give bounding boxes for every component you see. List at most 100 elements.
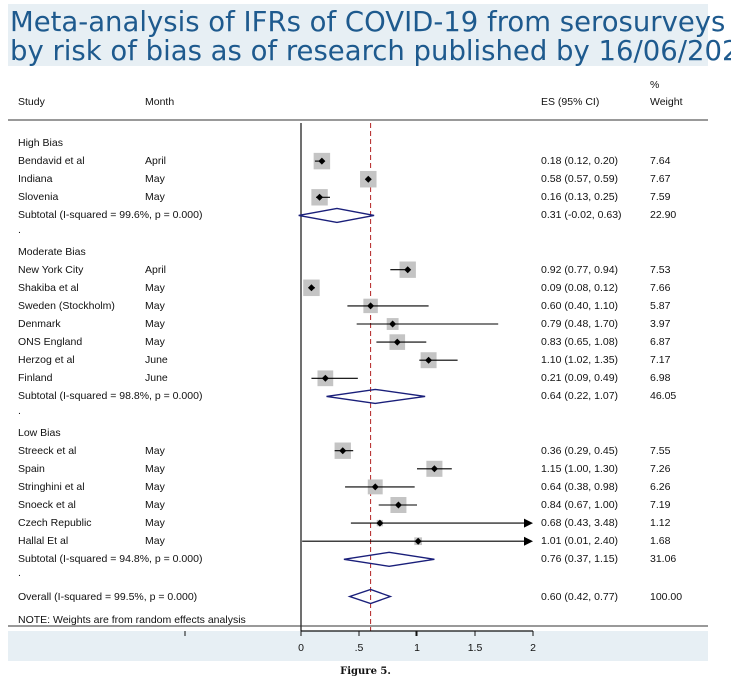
study-ci: 0.09 (0.08, 0.12) — [541, 281, 619, 294]
study-month: May — [145, 173, 165, 186]
study-month: May — [145, 462, 165, 475]
subtotal-diamond — [298, 207, 375, 224]
subtotal-ci: 0.31 (-0.02, 0.63) — [541, 209, 622, 222]
x-tick-label: 0 — [298, 642, 304, 654]
title-band: Meta-analysis of IFRs of COVID-19 from s… — [8, 4, 731, 67]
study-month: May — [145, 318, 165, 330]
study-name: Slovenia — [18, 191, 59, 204]
study-name: Stringhini et al — [18, 480, 85, 493]
study-month: May — [145, 517, 165, 530]
group-separator: . — [18, 567, 21, 580]
study-month: May — [145, 299, 165, 312]
study-month: May — [145, 191, 165, 204]
subtotal-ci: 0.76 (0.37, 1.15) — [541, 553, 619, 566]
study-month: April — [145, 155, 167, 168]
study-ci: 0.92 (0.77, 0.94) — [541, 263, 619, 276]
point-estimate — [430, 465, 438, 473]
point-estimate — [316, 193, 324, 201]
point-estimate — [367, 302, 375, 310]
study-name: Indiana — [18, 173, 53, 186]
study-weight: 7.66 — [650, 281, 671, 294]
overall-weight: 100.00 — [650, 590, 683, 603]
study-weight: 7.67 — [650, 173, 671, 186]
point-estimate — [376, 519, 384, 527]
subtotal-diamond — [343, 551, 435, 568]
chart-title-line-1: Meta-analysis of IFRs of COVID-19 from s… — [10, 6, 726, 38]
study-ci: 0.64 (0.38, 0.98) — [541, 480, 619, 493]
x-tick-label: 1 — [414, 642, 420, 654]
chart-title-line-2: by risk of bias as of research published… — [10, 35, 731, 67]
study-ci: 0.84 (0.67, 1.00) — [541, 499, 619, 511]
header-es: ES (95% CI) — [541, 96, 600, 108]
header-month: Month — [145, 96, 175, 108]
study-ci: 0.83 (0.65, 1.08) — [541, 336, 619, 349]
study-weight: 7.17 — [650, 354, 671, 367]
point-estimate — [307, 284, 315, 292]
study-name: Bendavid et al — [18, 155, 85, 168]
study-weight: 7.26 — [650, 462, 671, 475]
point-estimate — [394, 501, 402, 509]
subtotal-weight: 31.06 — [650, 553, 677, 566]
study-name: Finland — [18, 372, 53, 385]
study-weight: 1.12 — [650, 517, 671, 530]
x-tick-label: 2 — [530, 642, 536, 654]
group-label: Moderate Bias — [18, 245, 86, 258]
study-ci: 0.21 (0.09, 0.49) — [541, 372, 619, 385]
point-estimate — [339, 447, 347, 455]
point-estimate — [364, 175, 372, 183]
study-name: Snoeck et al — [18, 499, 76, 511]
ci-arrow-right — [524, 518, 533, 528]
group-separator: . — [18, 223, 21, 236]
group-label: Low Bias — [18, 426, 61, 439]
point-estimate — [425, 356, 433, 364]
point-estimate — [371, 483, 379, 491]
study-ci: 0.18 (0.12, 0.20) — [541, 155, 619, 168]
study-weight: 7.55 — [650, 444, 671, 457]
subtotal-label: Subtotal (I-squared = 98.8%, p = 0.000) — [18, 390, 203, 403]
subtotal-diamond — [326, 388, 426, 405]
overall-ci: 0.60 (0.42, 0.77) — [541, 590, 619, 603]
subtotal-label: Subtotal (I-squared = 99.6%, p = 0.000) — [18, 209, 203, 222]
study-month: May — [145, 480, 165, 493]
study-name: ONS England — [18, 336, 83, 349]
point-estimate — [321, 374, 329, 382]
ci-arrow-right — [524, 536, 533, 546]
axis-strip — [8, 631, 708, 661]
point-estimate — [404, 266, 412, 274]
subtotal-weight: 22.90 — [650, 209, 677, 222]
study-weight: 5.87 — [650, 299, 671, 312]
study-name: New York City — [18, 263, 84, 276]
group-label: High Bias — [18, 137, 63, 149]
study-name: Herzog et al — [18, 354, 75, 367]
study-weight: 6.26 — [650, 480, 671, 493]
study-month: May — [145, 535, 165, 548]
study-month: June — [145, 372, 168, 385]
study-ci: 0.60 (0.40, 1.10) — [541, 299, 619, 312]
point-estimate — [389, 320, 397, 328]
header-weight-percent: % — [650, 79, 660, 91]
study-ci: 1.10 (1.02, 1.35) — [541, 354, 619, 367]
study-name: Sweden (Stockholm) — [18, 299, 115, 312]
study-name: Streeck et al — [18, 444, 77, 457]
plot-panel — [8, 66, 708, 631]
subtotal-label: Subtotal (I-squared = 94.8%, p = 0.000) — [18, 553, 203, 566]
study-name: Czech Republic — [18, 517, 92, 530]
overall-label: Overall (I-squared = 99.5%, p = 0.000) — [18, 590, 198, 603]
study-ci: 0.68 (0.43, 3.48) — [541, 517, 619, 530]
study-ci: 1.01 (0.01, 2.40) — [541, 535, 619, 548]
header-weight: Weight — [650, 96, 683, 108]
study-weight: 7.64 — [650, 155, 671, 168]
study-ci: 0.79 (0.48, 1.70) — [541, 318, 619, 330]
subtotal-ci: 0.64 (0.22, 1.07) — [541, 390, 619, 403]
study-weight: 7.53 — [650, 263, 671, 276]
study-month: June — [145, 354, 168, 367]
study-ci: 0.58 (0.57, 0.59) — [541, 173, 619, 186]
study-month: April — [145, 263, 167, 276]
point-estimate — [393, 338, 401, 346]
study-weight: 1.68 — [650, 535, 671, 548]
study-month: May — [145, 444, 165, 457]
point-estimate — [318, 157, 326, 165]
study-weight: 6.98 — [650, 372, 671, 385]
group-separator: . — [18, 404, 21, 417]
subtotal-weight: 46.05 — [650, 390, 677, 403]
